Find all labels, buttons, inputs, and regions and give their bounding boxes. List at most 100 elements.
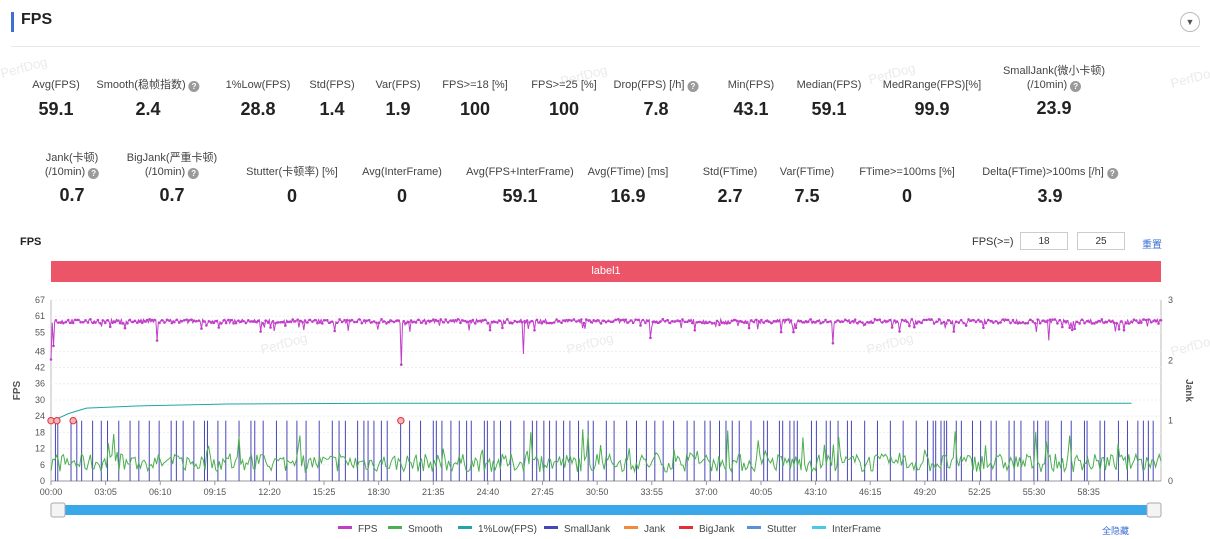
fps-point: [103, 321, 107, 325]
fps-point: [444, 318, 447, 321]
fps-point: [330, 320, 334, 323]
fps-point: [136, 321, 139, 325]
fps-point: [441, 320, 445, 324]
fps-point: [853, 318, 857, 321]
fps-point: [79, 320, 82, 324]
fps-point: [804, 319, 808, 323]
fps-point: [229, 318, 233, 322]
fps-point: [358, 318, 361, 321]
stat-stats_row1-6: FPS>=25 [%] 100: [531, 78, 596, 120]
stat-label: Std(FTime): [702, 166, 758, 178]
fps-point: [668, 321, 672, 325]
fps-point: [121, 322, 124, 325]
legend-item[interactable]: FPS: [338, 524, 377, 535]
fps-point: [143, 320, 147, 323]
legend-item[interactable]: 1%Low(FPS): [458, 524, 537, 535]
fps-point: [765, 319, 768, 323]
fps-point: [755, 318, 758, 322]
fps-point: [328, 321, 332, 324]
fps-point: [1006, 318, 1010, 322]
fps-point: [957, 321, 961, 324]
fps-point: [481, 319, 484, 322]
fps-point: [515, 320, 519, 324]
fps-point: [338, 318, 341, 321]
slider-handle-right: [1146, 502, 1162, 518]
legend-item[interactable]: Smooth: [388, 524, 442, 535]
fps-point: [501, 326, 504, 330]
fps-point: [806, 320, 810, 324]
hide-all-button[interactable]: 全隐藏: [1102, 526, 1130, 536]
y-right-axis-label: Jank: [1183, 379, 1194, 402]
help-icon[interactable]: ?: [1106, 168, 1118, 179]
x-tick-label: 49:20: [914, 487, 937, 497]
fps-point: [123, 326, 127, 330]
fps-point: [540, 321, 544, 325]
legend-swatch: [624, 526, 638, 529]
fps-point: [614, 318, 618, 322]
fps-point: [824, 318, 827, 322]
help-icon[interactable]: ?: [687, 81, 699, 92]
stat-label: Delta(FTime)>100ms [/h]?: [982, 165, 1118, 179]
fps-point: [335, 321, 339, 325]
stat-value: 43.1: [733, 99, 769, 119]
fps-point: [150, 318, 154, 322]
help-icon[interactable]: ?: [188, 168, 200, 179]
fps-point: [101, 319, 105, 322]
fps-point: [182, 319, 186, 322]
fps-point: [982, 326, 985, 330]
fps-point: [584, 318, 588, 321]
legend-item[interactable]: BigJank: [679, 524, 735, 535]
fps-point: [266, 321, 270, 324]
stat-label: SmallJank(微小卡顿): [1002, 65, 1106, 77]
legend-item[interactable]: Stutter: [747, 524, 796, 535]
fps-point: [244, 321, 248, 325]
stat-label: FPS>=25 [%]: [531, 79, 597, 91]
help-icon[interactable]: ?: [1070, 81, 1082, 92]
fps-point: [900, 318, 904, 322]
fps-point: [113, 320, 117, 324]
stat-value: 100: [459, 99, 491, 119]
fps-point: [710, 322, 714, 325]
fps-point: [1001, 318, 1005, 321]
stat-value: 7.8: [643, 99, 669, 119]
watermark: PerfDog: [0, 54, 49, 81]
stat-label: BigJank(严重卡顿): [126, 152, 218, 164]
threshold-input-1[interactable]: [1020, 232, 1068, 250]
threshold-input-2[interactable]: [1077, 232, 1125, 250]
stat-stats_row2-1: BigJank(严重卡顿) (/10min)? 0.7: [127, 151, 217, 206]
fps-point: [91, 321, 95, 325]
stat-stats_row1-5: FPS>=18 [%] 100: [442, 78, 507, 120]
y-tick-label: 12: [35, 444, 45, 454]
fps-point: [656, 321, 660, 325]
legend-item[interactable]: Jank: [624, 524, 665, 535]
stat-label-unit: (/10min)?: [1003, 78, 1105, 92]
help-icon[interactable]: ?: [188, 81, 200, 92]
fps-point: [836, 319, 840, 322]
x-tick-label: 52:25: [968, 487, 991, 497]
legend-item[interactable]: InterFrame: [812, 524, 881, 535]
fps-point: [377, 321, 381, 325]
fps-point: [673, 320, 677, 323]
fps-point: [688, 319, 692, 323]
legend-swatch: [338, 526, 352, 529]
legend-label: Smooth: [408, 524, 443, 535]
fps-point: [671, 320, 674, 323]
fps-point: [745, 321, 748, 325]
stat-stats_row1-11: SmallJank(微小卡顿) (/10min)? 23.9: [1003, 64, 1105, 119]
stat-value: 7.5: [794, 186, 820, 206]
fps-point: [829, 320, 832, 323]
fps-point: [530, 319, 534, 323]
fps-point: [752, 320, 756, 324]
fps-point: [1139, 321, 1143, 324]
legend-item[interactable]: SmallJank: [544, 524, 610, 535]
label-bar[interactable]: label1: [51, 261, 1161, 282]
fps-point: [930, 318, 933, 321]
fps-point: [609, 320, 613, 324]
reset-button[interactable]: 重置: [1142, 240, 1162, 251]
fps-point: [913, 325, 916, 329]
fps-point: [239, 320, 243, 324]
x-tick-label: 21:35: [422, 487, 445, 497]
collapse-chevron-icon[interactable]: ▼: [1180, 12, 1200, 32]
help-icon[interactable]: ?: [88, 168, 100, 179]
